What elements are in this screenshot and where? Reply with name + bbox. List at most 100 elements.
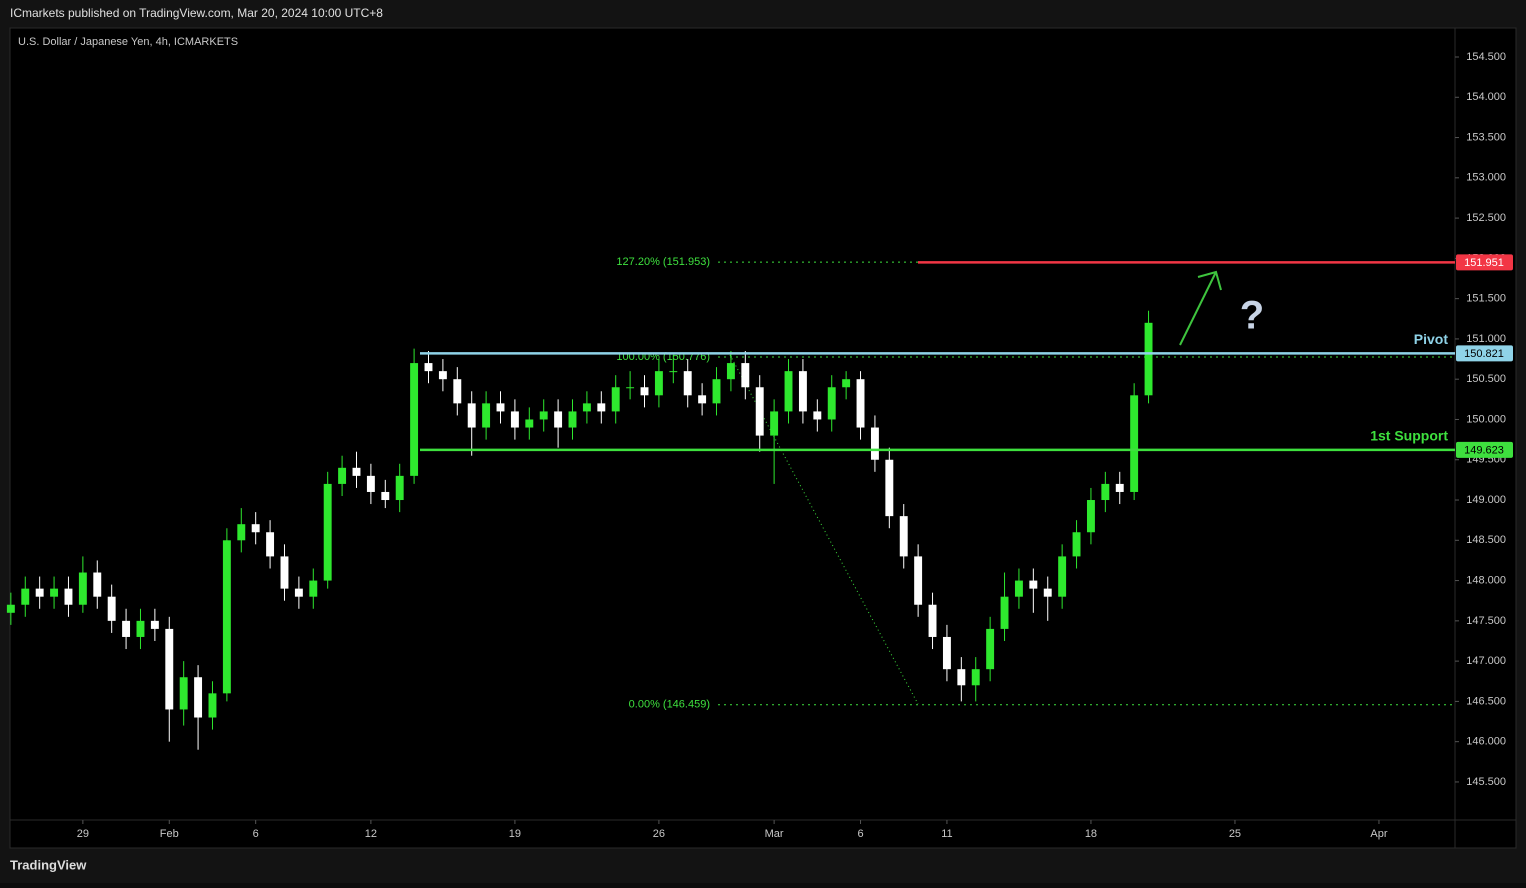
- level-tag: [1456, 254, 1513, 271]
- level-tag-label: 150.821: [1464, 348, 1504, 360]
- candle-body: [1029, 580, 1038, 589]
- x-tick-label: 26: [653, 828, 665, 840]
- candle-body: [899, 516, 908, 557]
- candle-body: [6, 604, 15, 613]
- y-tick-label: 151.500: [1466, 293, 1506, 305]
- candle-body: [1130, 395, 1139, 492]
- x-tick-label: Apr: [1370, 828, 1387, 840]
- candle-body: [1058, 556, 1067, 597]
- candle-body: [467, 403, 476, 428]
- pane: [9, 27, 1517, 849]
- y-tick-label: 150.500: [1466, 373, 1506, 385]
- candle-body: [150, 620, 159, 629]
- candle-body: [885, 459, 894, 517]
- y-tick-label: 151.000: [1466, 333, 1506, 345]
- x-tick-label: 6: [857, 828, 863, 840]
- y-tick-label: 154.000: [1466, 91, 1506, 103]
- candle-body: [122, 620, 131, 637]
- candle-body: [179, 677, 188, 710]
- candle-body: [525, 419, 534, 428]
- x-tick-label: 25: [1229, 828, 1241, 840]
- candle-body: [165, 628, 174, 710]
- candle-body: [870, 427, 879, 460]
- level-tag-label: 151.951: [1464, 257, 1504, 269]
- y-tick-label: 154.500: [1466, 51, 1506, 63]
- candle-body: [309, 580, 318, 597]
- level-tag: [1456, 345, 1513, 362]
- publisher: ICmarkets published on TradingView.com, …: [10, 6, 383, 20]
- candle-body: [597, 403, 606, 412]
- candle-body: [438, 371, 447, 380]
- candle-body: [453, 379, 462, 404]
- candle-body: [222, 540, 231, 694]
- y-tick-label: 148.500: [1466, 534, 1506, 546]
- candle-body: [482, 403, 491, 428]
- candle-body: [35, 588, 44, 597]
- candle-body: [842, 379, 851, 388]
- candle-body: [827, 387, 836, 420]
- candle-body: [1000, 596, 1009, 629]
- y-tick-label: 146.000: [1466, 736, 1506, 748]
- candle-body: [942, 636, 951, 670]
- candle-body: [726, 363, 735, 380]
- candle-body: [986, 628, 995, 670]
- candle-body: [136, 620, 145, 637]
- candle-body: [78, 572, 87, 605]
- y-tick-label: 147.000: [1466, 655, 1506, 667]
- candle-body: [654, 371, 663, 396]
- candle-body: [784, 371, 793, 412]
- candle-body: [395, 475, 404, 501]
- y-tick-label: 148.000: [1466, 574, 1506, 586]
- x-tick-label: 11: [941, 828, 952, 840]
- symbol-title: U.S. Dollar / Japanese Yen, 4h, ICMARKET…: [18, 36, 238, 48]
- candle-body: [698, 395, 707, 404]
- candle-body: [50, 588, 59, 597]
- candle-body: [770, 411, 779, 436]
- y-tick-label: 149.000: [1466, 494, 1506, 506]
- candle-body: [410, 363, 419, 476]
- question-mark: ?: [1240, 294, 1264, 338]
- x-tick-label: 6: [253, 828, 259, 840]
- candle-body: [280, 556, 289, 589]
- candle-body: [741, 363, 750, 388]
- candle-body: [971, 669, 980, 686]
- candle-body: [683, 371, 692, 396]
- fib-label: 127.20% (151.953): [616, 256, 710, 268]
- candle-body: [251, 524, 260, 533]
- candle-body: [539, 411, 548, 420]
- y-tick-label: 153.500: [1466, 131, 1506, 143]
- candle-body: [554, 411, 563, 428]
- y-tick-label: 147.500: [1466, 615, 1506, 627]
- candle-body: [856, 379, 865, 428]
- candle-body: [712, 379, 721, 404]
- candle-body: [813, 411, 822, 420]
- candle-body: [510, 411, 519, 428]
- candle-body: [323, 483, 332, 581]
- candle-body: [21, 588, 30, 605]
- x-tick-label: 18: [1085, 828, 1097, 840]
- candle-body: [1086, 500, 1095, 533]
- candle-body: [582, 403, 591, 412]
- x-tick-label: Mar: [765, 828, 784, 840]
- candle-body: [1043, 588, 1052, 597]
- level-tag-label: 149.623: [1464, 445, 1504, 457]
- candle-body: [194, 677, 203, 718]
- candle-body: [640, 387, 649, 396]
- candle-body: [755, 387, 764, 436]
- candle-body: [64, 588, 73, 605]
- candle-body: [93, 572, 102, 597]
- candle-body: [1144, 322, 1153, 396]
- candle-body: [352, 467, 361, 476]
- candle-body: [626, 387, 635, 389]
- candle-body: [1101, 483, 1110, 501]
- y-tick-label: 152.500: [1466, 212, 1506, 224]
- candle-body: [1072, 532, 1081, 557]
- candle-body: [1115, 483, 1124, 492]
- candle-body: [107, 596, 116, 621]
- candle-body: [266, 532, 275, 557]
- candle-body: [928, 604, 937, 637]
- candle-body: [568, 411, 577, 428]
- x-tick-label: 19: [509, 828, 521, 840]
- level-name: 1st Support: [1370, 428, 1448, 444]
- y-tick-label: 153.000: [1466, 172, 1506, 184]
